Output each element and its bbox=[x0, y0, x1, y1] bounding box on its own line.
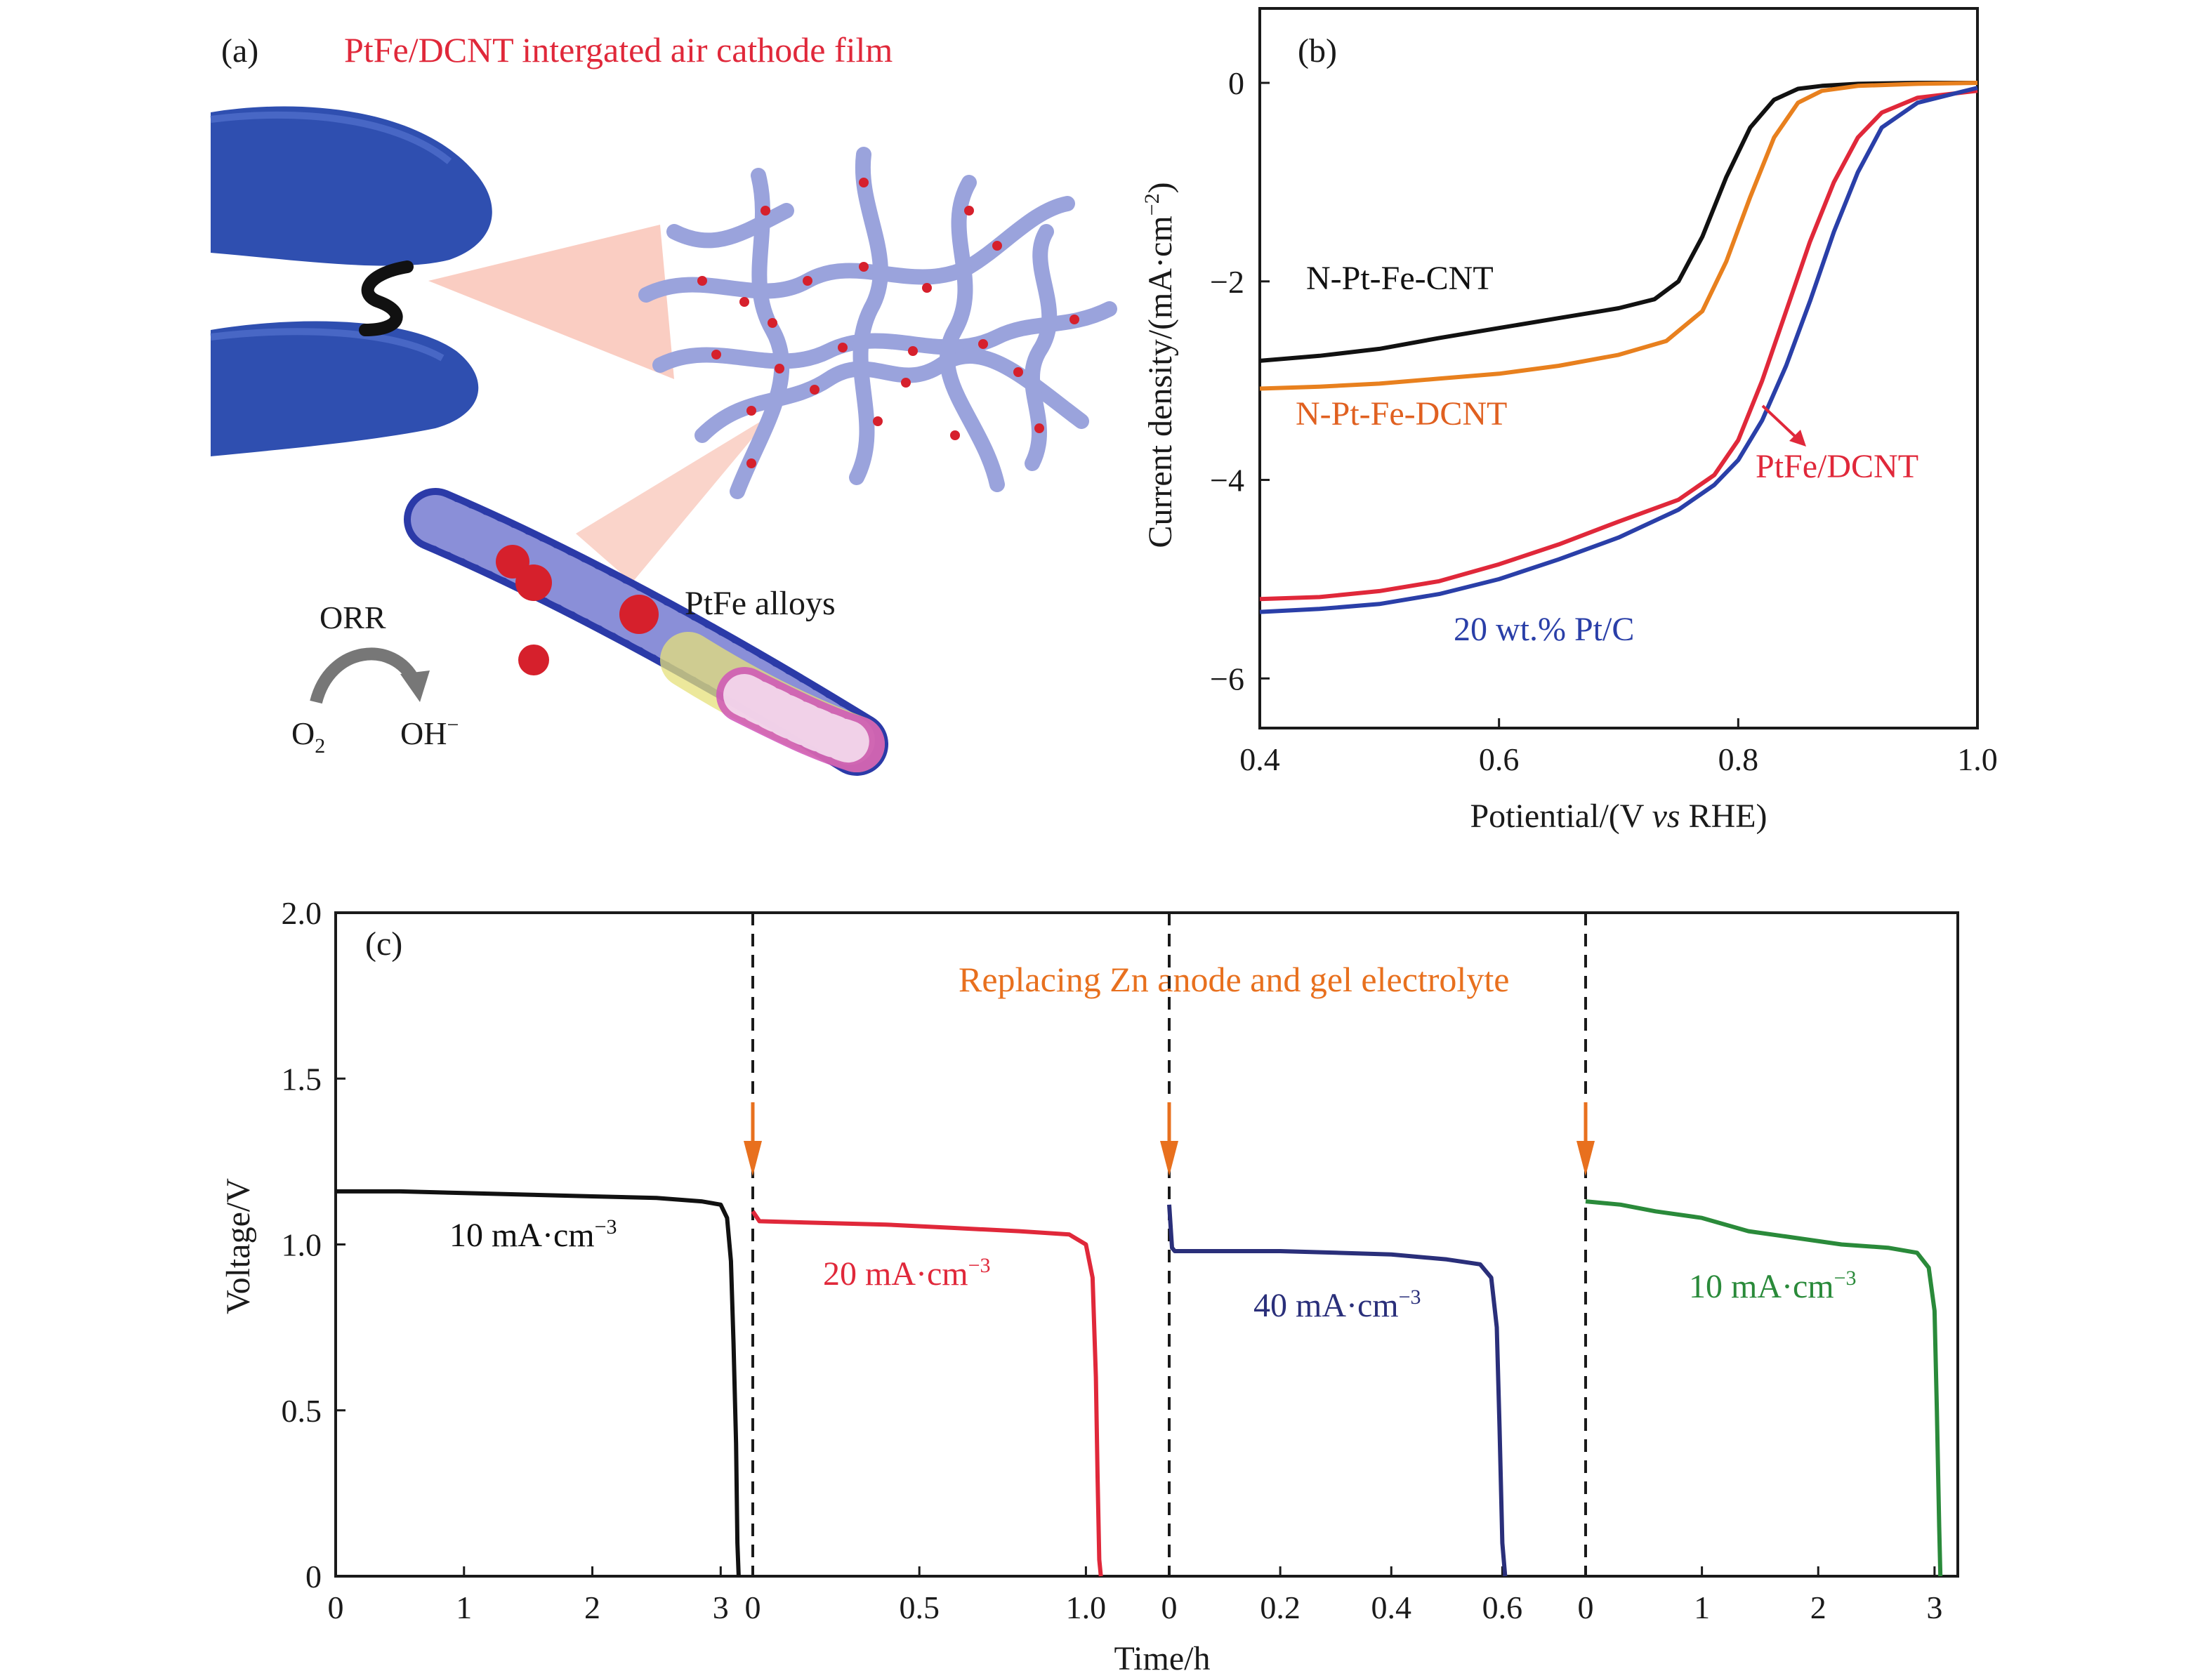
segment-1-label-sup: −3 bbox=[595, 1215, 617, 1238]
c-xtick-label: 0 bbox=[328, 1590, 344, 1625]
c-xtick-label: 1 bbox=[456, 1590, 472, 1625]
label-n-pt-fe-cnt: N-Pt-Fe-CNT bbox=[1306, 260, 1494, 297]
panel-c: (c) Replacing Zn anode and gel electroly… bbox=[220, 895, 1959, 1677]
c-segment-line-1 bbox=[336, 1189, 741, 1577]
panel-a-title: PtFe/DCNT intergated air cathode film bbox=[344, 30, 893, 70]
replace-arrow-icon bbox=[1576, 1141, 1595, 1176]
c-ytick-label: 0 bbox=[305, 1559, 322, 1594]
c-ytick-label: 0.5 bbox=[282, 1393, 322, 1429]
xlabel-main: Potiential/(V bbox=[1470, 798, 1652, 835]
ylabel-close: ) bbox=[1142, 182, 1179, 193]
ylabel-main: Current density/(mA·cm bbox=[1142, 216, 1179, 548]
xlabel-rest: RHE) bbox=[1680, 798, 1767, 835]
panel-c-label: (c) bbox=[365, 925, 402, 963]
c-ytick-label: 2.0 bbox=[282, 895, 322, 931]
b-xtick-label: 0.4 bbox=[1239, 741, 1280, 777]
panel-b-ylabel: Current density/(mA·cm−2) bbox=[1140, 182, 1179, 548]
alloy-label: PtFe alloys bbox=[685, 585, 836, 622]
c-xtick-label: 0 bbox=[745, 1590, 761, 1625]
segment-2-label-sup: −3 bbox=[968, 1254, 991, 1277]
b-series-line-4 bbox=[1259, 86, 1978, 614]
c-segment-line-2 bbox=[751, 1210, 1103, 1577]
panel-a: (a) PtFe/DCNT intergated air cathode fil… bbox=[210, 30, 1117, 776]
panel-b-series bbox=[1259, 81, 1978, 614]
panel-b-frame bbox=[1258, 7, 1979, 729]
c-ytick-label: 1.0 bbox=[282, 1227, 322, 1263]
alloy-dots bbox=[697, 178, 1079, 468]
orr-label: ORR bbox=[320, 600, 386, 635]
c-xtick-label: 0.6 bbox=[1482, 1590, 1523, 1625]
c-xtick-label: 3 bbox=[1926, 1590, 1942, 1625]
c-xtick-label: 3 bbox=[713, 1590, 729, 1625]
gloved-fingers-icon bbox=[210, 106, 492, 456]
panel-c-dividers bbox=[744, 913, 1595, 1576]
label-n-pt-fe-dcnt: N-Pt-Fe-DCNT bbox=[1296, 395, 1507, 432]
panel-a-label: (a) bbox=[221, 32, 258, 70]
panel-c-ylabel: Voltage/V bbox=[220, 1178, 257, 1314]
o2-sub: 2 bbox=[315, 734, 325, 758]
b-ytick-label: −2 bbox=[1210, 264, 1244, 300]
o2-main: O bbox=[291, 715, 315, 751]
panel-c-ticks: 00.51.01.52.00 1 2 3 0 0.5 1.0 0 0.2 0.4 0.6 0 1 2 3 bbox=[282, 895, 1943, 1625]
b-xtick-label: 1.0 bbox=[1957, 741, 1998, 777]
c-xtick-label: 0 bbox=[1578, 1590, 1594, 1625]
b-xtick-label: 0.6 bbox=[1479, 741, 1520, 777]
c-xtick-label: 0 bbox=[1161, 1590, 1178, 1625]
beam-1 bbox=[428, 225, 674, 379]
b-series-line-3 bbox=[1259, 88, 1978, 602]
c-xtick-label: 2 bbox=[584, 1590, 600, 1625]
label-pt-c: 20 wt.% Pt/C bbox=[1454, 611, 1634, 648]
ylabel-sup: −2 bbox=[1140, 193, 1164, 216]
segment-1-label: 10 mA·cm−3 bbox=[449, 1215, 617, 1254]
panel-c-series bbox=[336, 1189, 1943, 1577]
b-xtick-label: 0.8 bbox=[1718, 741, 1759, 777]
c-segment-line-3 bbox=[1167, 1204, 1508, 1577]
panel-c-xlabel: Time/h bbox=[1114, 1640, 1211, 1677]
beam-2 bbox=[576, 414, 772, 583]
nanotube-with-alloy-particles-icon bbox=[404, 488, 888, 776]
c-xtick-label: 2 bbox=[1810, 1590, 1826, 1625]
c-xtick-label: 0.2 bbox=[1260, 1590, 1301, 1625]
b-series-line-1 bbox=[1259, 81, 1977, 363]
b-series-line-2 bbox=[1259, 81, 1978, 391]
replace-arrow-icon bbox=[1160, 1141, 1178, 1176]
segment-2-label-main: 20 mA·cm bbox=[823, 1255, 968, 1293]
panel-b: (b) 0.4 0.6 0.8 1.0 0 −2 −4 −6 N-Pt-Fe-CNT N-Pt… bbox=[1140, 7, 1998, 835]
b-ytick-label: −6 bbox=[1210, 661, 1244, 696]
c-xtick-label: 0.5 bbox=[899, 1590, 940, 1625]
oh-label: OH− bbox=[400, 713, 459, 751]
segment-1-label-main: 10 mA·cm bbox=[449, 1217, 595, 1254]
replace-arrow-icon bbox=[744, 1141, 762, 1176]
b-ytick-label: 0 bbox=[1228, 65, 1244, 101]
segment-3-label-main: 40 mA·cm bbox=[1253, 1287, 1399, 1324]
carbon-nanotube-network-icon bbox=[638, 147, 1117, 499]
curved-arrow-icon bbox=[310, 647, 430, 704]
c-segment-line-4 bbox=[1585, 1199, 1943, 1577]
xlabel-italic: vs bbox=[1652, 798, 1680, 835]
c-ytick-label: 1.5 bbox=[282, 1061, 322, 1097]
segment-3-label: 40 mA·cm−3 bbox=[1253, 1286, 1421, 1324]
replacing-annotation: Replacing Zn anode and gel electrolyte bbox=[959, 960, 1509, 999]
ptfe-pointer-arrow-icon bbox=[1761, 404, 1806, 447]
panel-b-label: (b) bbox=[1298, 32, 1337, 70]
o2-label: O2 bbox=[291, 715, 325, 758]
segment-3-label-sup: −3 bbox=[1399, 1286, 1421, 1309]
segment-4-label: 10 mA·cm−3 bbox=[1689, 1267, 1857, 1305]
c-xtick-label: 1 bbox=[1694, 1590, 1710, 1625]
b-ytick-label: −4 bbox=[1210, 463, 1244, 498]
panel-b-ticks: 0.4 0.6 0.8 1.0 0 −2 −4 −6 bbox=[1210, 65, 1998, 777]
c-xtick-label: 1.0 bbox=[1066, 1590, 1107, 1625]
oh-sup: − bbox=[447, 713, 459, 736]
c-xtick-label: 0.4 bbox=[1371, 1590, 1412, 1625]
panel-b-xlabel: Potiential/(V vs RHE) bbox=[1470, 798, 1767, 835]
label-ptfe-dcnt: PtFe/DCNT bbox=[1756, 448, 1918, 485]
segment-4-label-main: 10 mA·cm bbox=[1689, 1268, 1834, 1305]
segment-2-label: 20 mA·cm−3 bbox=[823, 1254, 991, 1293]
segment-4-label-sup: −3 bbox=[1834, 1267, 1857, 1290]
oh-main: OH bbox=[400, 715, 447, 751]
